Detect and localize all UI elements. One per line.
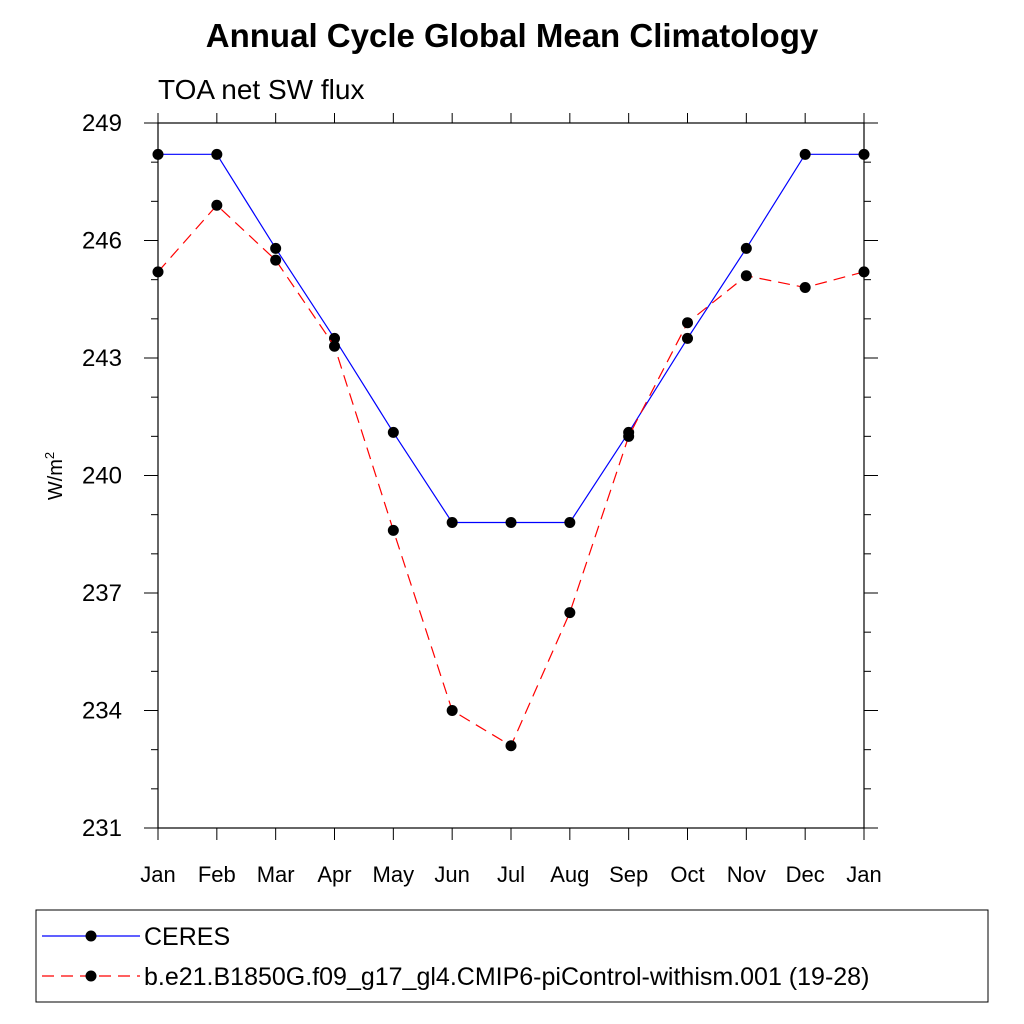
x-tick-label: Jan xyxy=(846,862,881,887)
series-2-point xyxy=(682,317,693,329)
legend-box xyxy=(35,909,989,1003)
x-axis-tick-labels: Jan Feb Mar Apr May Jun Jul Aug Sep Oct Nov Dec Jan xyxy=(140,862,881,887)
x-tick-label: Sep xyxy=(609,862,648,887)
series-1-point xyxy=(564,517,576,528)
chart-title: Annual Cycle Global Mean Climatology xyxy=(206,17,819,54)
x-tick-label: May xyxy=(373,862,415,887)
x-tick-label: Jun xyxy=(434,862,469,887)
x-tick-label: Dec xyxy=(786,862,825,887)
legend-marker-2 xyxy=(85,970,97,982)
x-tick-label: Mar xyxy=(257,862,295,887)
y-tick-label: 234 xyxy=(82,698,122,725)
series-1-point xyxy=(387,426,399,438)
series-1-point xyxy=(799,148,811,160)
series-1-point xyxy=(858,148,870,160)
series-2-point xyxy=(858,266,870,278)
y-tick-label: 246 xyxy=(82,228,122,255)
series-line-1 xyxy=(158,153,864,524)
series-1-point xyxy=(505,517,517,528)
x-tick-label: Jan xyxy=(140,862,175,887)
series-2-point xyxy=(799,282,811,293)
series-2-point xyxy=(446,705,458,716)
series-2-point xyxy=(564,607,576,619)
series-1-point xyxy=(740,242,752,254)
y-axis-label-superscript: 2 xyxy=(42,452,57,459)
y-tick-label: 243 xyxy=(82,345,122,372)
series-2-point xyxy=(387,524,399,536)
y-axis-label-base: W/m xyxy=(45,459,67,500)
series-1-point xyxy=(270,242,282,254)
series-1-point xyxy=(446,517,458,528)
y-axis-tick-labels: 231 234 237 240 243 246 249 xyxy=(82,110,122,842)
series-2-point xyxy=(329,340,340,352)
series-2-point xyxy=(270,254,282,266)
series-2-point xyxy=(505,740,517,752)
series-1-point xyxy=(152,148,164,160)
y-axis-label: W/m2 xyxy=(42,452,67,500)
x-tick-label: Apr xyxy=(317,862,351,887)
y-tick-label: 237 xyxy=(82,580,122,607)
series-line-2 xyxy=(157,204,865,747)
x-tick-label: Oct xyxy=(670,862,704,887)
x-tick-label: Jul xyxy=(497,862,525,887)
x-tick-label: Nov xyxy=(727,862,766,887)
series-2-point xyxy=(623,430,635,442)
x-tick-label: Aug xyxy=(550,862,589,887)
chart-subtitle: TOA net SW flux xyxy=(158,74,364,105)
legend: CERES b.e21.B1850G.f09_g17_gl4.CMIP6-piCo… xyxy=(42,923,869,991)
series-1-point xyxy=(682,332,693,344)
series-2-point xyxy=(211,199,223,211)
series-2-point xyxy=(152,266,164,278)
x-tick-label: Feb xyxy=(198,862,236,887)
series-1-point xyxy=(211,148,223,160)
y-tick-label: 240 xyxy=(82,463,122,490)
y-tick-label: 231 xyxy=(82,815,122,842)
series-2-point xyxy=(740,270,752,282)
series-layer xyxy=(152,148,870,752)
legend-marker-1 xyxy=(85,930,97,942)
y-tick-label: 249 xyxy=(82,110,122,137)
legend-label-1: CERES xyxy=(144,923,230,951)
axis-ticks xyxy=(144,113,878,840)
legend-label-2: b.e21.B1850G.f09_g17_gl4.CMIP6-piControl… xyxy=(144,963,869,991)
